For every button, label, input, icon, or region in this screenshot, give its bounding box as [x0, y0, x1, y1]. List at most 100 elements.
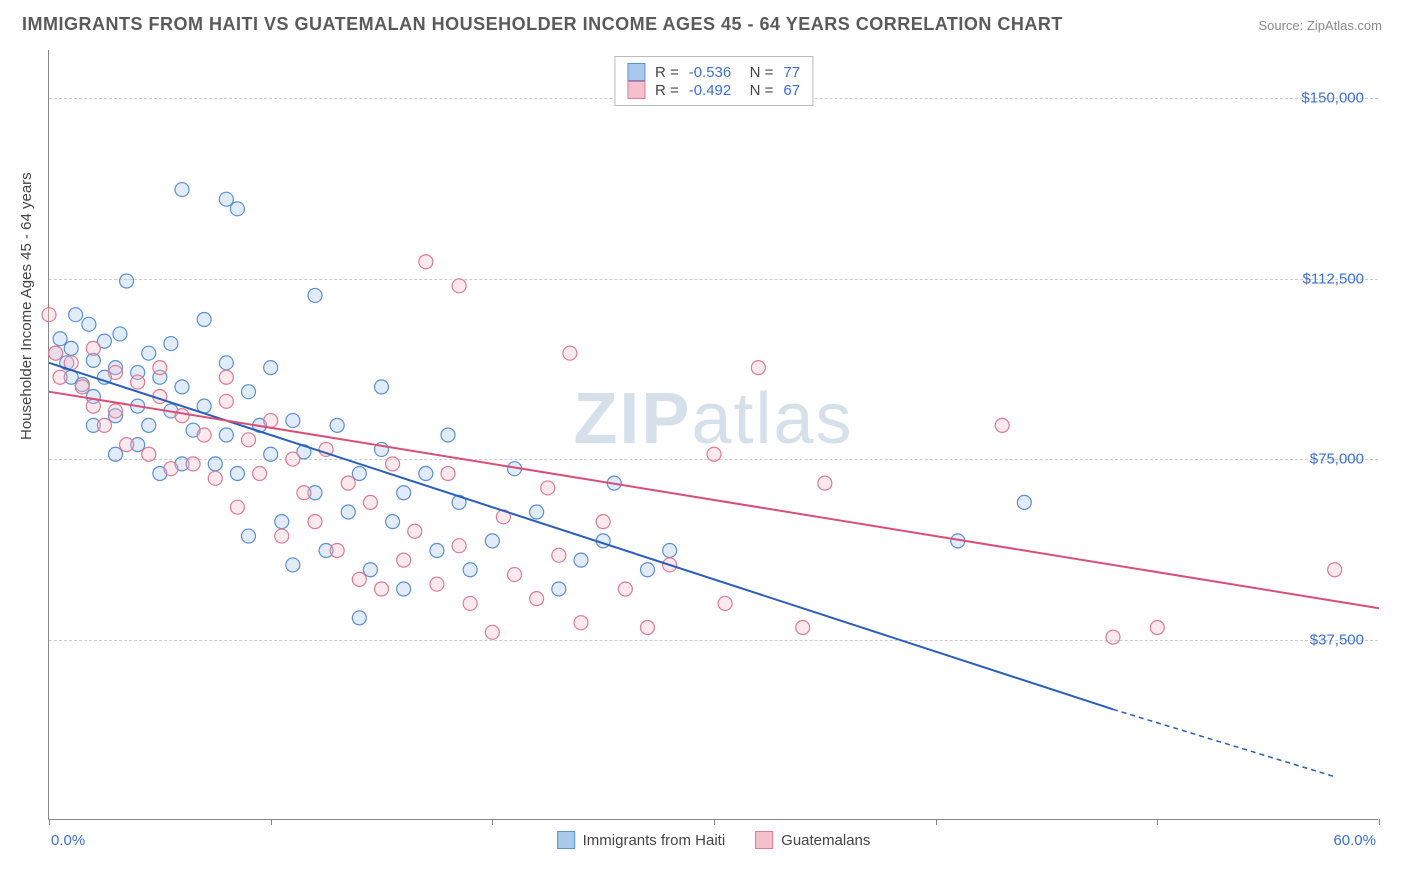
data-point [995, 418, 1009, 432]
data-point [142, 447, 156, 461]
data-point [275, 529, 289, 543]
trend-line-extrapolated [1113, 709, 1335, 776]
data-point [463, 596, 477, 610]
data-point [219, 394, 233, 408]
data-point [751, 361, 765, 375]
data-point [142, 418, 156, 432]
data-point [530, 505, 544, 519]
data-point [552, 548, 566, 562]
data-point [1106, 630, 1120, 644]
data-point [219, 356, 233, 370]
data-point [718, 596, 732, 610]
y-axis-label: Householder Income Ages 45 - 64 years [18, 172, 35, 440]
data-point [64, 341, 78, 355]
x-tick [1379, 819, 1380, 825]
data-point [541, 481, 555, 495]
x-axis-min-label: 0.0% [51, 832, 85, 849]
data-point [164, 462, 178, 476]
data-point [485, 534, 499, 548]
r-label: R = [655, 82, 679, 99]
data-point [1150, 621, 1164, 635]
data-point [109, 404, 123, 418]
data-point [375, 582, 389, 596]
data-point [164, 337, 178, 351]
data-point [82, 317, 96, 331]
data-point [242, 433, 256, 447]
data-point [153, 361, 167, 375]
data-point [341, 476, 355, 490]
data-point [42, 308, 56, 322]
data-point [408, 524, 422, 538]
data-point [441, 467, 455, 481]
r-value-guatemalan: -0.492 [689, 82, 732, 99]
data-point [641, 563, 655, 577]
data-point [552, 582, 566, 596]
x-axis-max-label: 60.0% [1333, 832, 1376, 849]
source-prefix: Source: [1258, 18, 1306, 33]
data-point [230, 467, 244, 481]
data-point [230, 202, 244, 216]
data-point [49, 346, 63, 360]
data-point [109, 447, 123, 461]
data-point [275, 515, 289, 529]
source-attribution: Source: ZipAtlas.com [1258, 18, 1382, 33]
data-point [264, 414, 278, 428]
data-point [286, 414, 300, 428]
data-point [386, 515, 400, 529]
data-point [452, 539, 466, 553]
data-point [663, 544, 677, 558]
data-point [574, 616, 588, 630]
data-point [131, 375, 145, 389]
data-point [253, 467, 267, 481]
data-point [230, 500, 244, 514]
data-point [596, 515, 610, 529]
correlation-legend: R = -0.536 N = 77 R = -0.492 N = 67 [614, 56, 813, 106]
data-point [175, 183, 189, 197]
data-point [264, 361, 278, 375]
data-point [452, 279, 466, 293]
legend-row-haiti: R = -0.536 N = 77 [627, 63, 800, 81]
n-label: N = [741, 64, 773, 81]
data-point [397, 486, 411, 500]
data-point [286, 452, 300, 466]
data-point [175, 380, 189, 394]
data-point [419, 467, 433, 481]
data-point [375, 380, 389, 394]
data-point [485, 625, 499, 639]
scatter-svg [49, 50, 1379, 820]
data-point [113, 327, 127, 341]
r-label: R = [655, 64, 679, 81]
data-point [120, 438, 134, 452]
data-point [197, 428, 211, 442]
n-value-guatemalan: 67 [783, 82, 800, 99]
data-point [208, 457, 222, 471]
data-point [219, 428, 233, 442]
data-point [86, 399, 100, 413]
data-point [508, 568, 522, 582]
data-point [97, 418, 111, 432]
data-point [308, 515, 322, 529]
series-legend: Immigrants from Haiti Guatemalans [557, 831, 871, 849]
data-point [796, 621, 810, 635]
source-name: ZipAtlas.com [1307, 18, 1382, 33]
data-point [363, 563, 377, 577]
swatch-guatemalan [755, 831, 773, 849]
data-point [175, 409, 189, 423]
data-point [219, 192, 233, 206]
swatch-guatemalan [627, 81, 645, 99]
data-point [563, 346, 577, 360]
data-point [441, 428, 455, 442]
data-point [341, 505, 355, 519]
data-point [352, 572, 366, 586]
r-value-haiti: -0.536 [689, 64, 732, 81]
data-point [1017, 495, 1031, 509]
data-point [386, 457, 400, 471]
data-point [463, 563, 477, 577]
data-point [397, 553, 411, 567]
data-point [818, 476, 832, 490]
data-point [86, 341, 100, 355]
n-label: N = [741, 82, 773, 99]
data-point [53, 332, 67, 346]
n-value-haiti: 77 [783, 64, 800, 81]
series-legend-haiti: Immigrants from Haiti [557, 831, 726, 849]
